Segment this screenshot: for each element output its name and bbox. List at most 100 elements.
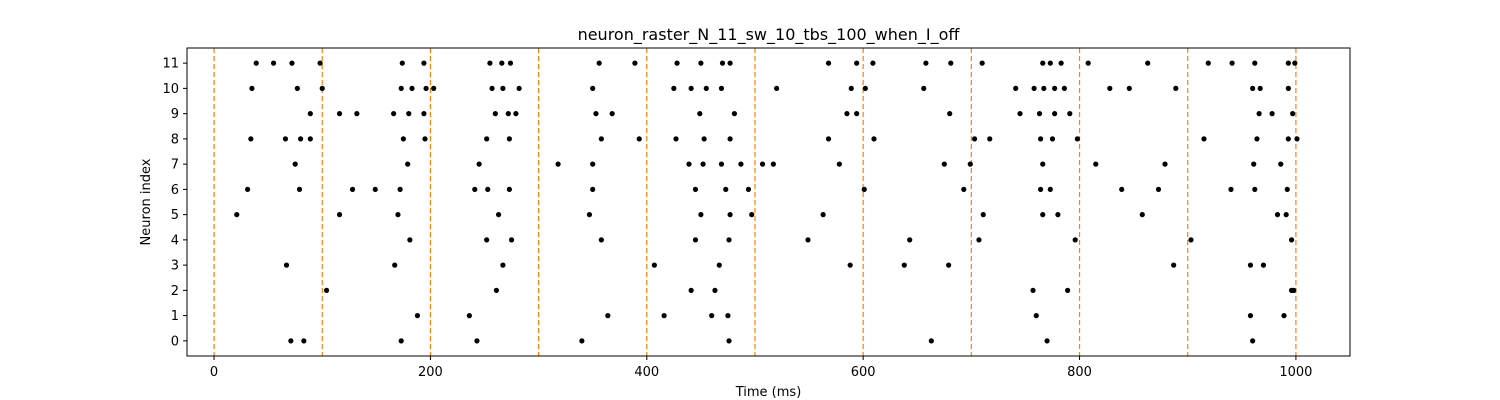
spike-point <box>688 85 694 91</box>
spike-point <box>317 60 323 66</box>
spike-point <box>745 186 752 192</box>
spike-point <box>759 161 766 167</box>
y-tick-label: 0 <box>171 334 179 349</box>
spike-point <box>1126 85 1132 91</box>
spike-point <box>692 186 699 192</box>
spike-point <box>673 136 679 142</box>
spike-point <box>590 85 596 91</box>
spike-point <box>1269 111 1275 117</box>
spike-point <box>484 136 490 142</box>
spike-point <box>485 186 491 192</box>
spike-point <box>489 85 495 91</box>
spike-point <box>862 85 868 91</box>
spike-point <box>661 313 667 319</box>
spike-point <box>1145 60 1151 66</box>
spike-point <box>507 60 514 66</box>
spike-point <box>692 237 699 243</box>
spike-point <box>598 237 604 243</box>
y-tick-label: 2 <box>171 284 179 299</box>
spike-point <box>1252 186 1258 192</box>
spike-point <box>406 111 412 117</box>
spike-point <box>1033 313 1039 319</box>
spike-point <box>1155 186 1162 192</box>
spike-point <box>987 136 993 142</box>
y-tick-label: 9 <box>171 107 179 122</box>
spike-point <box>294 85 300 91</box>
spike-point <box>513 111 519 117</box>
spike-point <box>921 85 927 91</box>
spike-point <box>349 186 356 192</box>
spike-point <box>1290 111 1296 117</box>
spike-point <box>844 111 850 117</box>
spike-point <box>719 60 726 66</box>
spike-point <box>836 161 842 167</box>
spike-point <box>1093 161 1099 167</box>
spike-point <box>1040 60 1046 66</box>
spike-point <box>1252 60 1258 66</box>
y-tick-label: 7 <box>171 158 179 173</box>
spike-point <box>292 161 298 167</box>
spike-point <box>847 262 853 268</box>
spike-point <box>253 60 259 66</box>
spike-point <box>947 111 953 117</box>
spike-point <box>1052 85 1058 91</box>
spike-point <box>1285 85 1291 91</box>
y-axis-label: Neuron index <box>139 158 154 245</box>
spike-point <box>688 287 694 293</box>
y-tick-label: 5 <box>171 208 179 223</box>
spike-point <box>1283 212 1289 218</box>
spike-point <box>319 85 325 91</box>
y-tick-label: 6 <box>171 183 179 198</box>
spike-point <box>506 136 512 142</box>
spike-point <box>901 262 907 268</box>
spike-point <box>1285 60 1291 66</box>
spike-point <box>422 136 428 142</box>
spike-point <box>354 111 360 117</box>
spike-point <box>1037 186 1044 192</box>
spike-point <box>1072 237 1078 243</box>
spike-point <box>492 111 498 117</box>
spike-point <box>671 85 677 91</box>
spike-point <box>718 85 725 91</box>
y-tick-label: 11 <box>162 57 179 72</box>
spike-point <box>979 60 985 66</box>
spike-point <box>980 212 986 218</box>
spike-point <box>1085 60 1091 66</box>
spike-point <box>1040 212 1046 218</box>
spike-point <box>405 161 411 167</box>
spike-point <box>1058 60 1064 66</box>
spike-point <box>323 287 330 293</box>
spike-point <box>1055 212 1061 218</box>
spike-point <box>506 186 512 192</box>
spike-point <box>466 313 472 319</box>
spike-point <box>1047 60 1053 66</box>
spike-point <box>283 262 290 268</box>
spike-point <box>967 161 973 167</box>
spike-point <box>1251 161 1257 167</box>
spike-point <box>307 136 313 142</box>
spike-point <box>407 237 413 243</box>
spike-point <box>1205 60 1211 66</box>
spike-point <box>297 136 304 142</box>
spike-point <box>698 60 704 66</box>
spike-point <box>674 60 680 66</box>
spike-point <box>392 262 398 268</box>
spike-point <box>395 212 401 218</box>
spike-point <box>854 60 860 66</box>
spike-point <box>398 85 404 91</box>
spike-point <box>723 186 729 192</box>
spike-point <box>1250 338 1256 344</box>
spike-point <box>590 186 596 192</box>
spike-point <box>487 60 493 66</box>
spike-point <box>1171 262 1177 268</box>
spike-point <box>1030 287 1036 293</box>
spike-point <box>636 136 642 142</box>
spike-point <box>301 338 307 344</box>
spike-point <box>1247 262 1254 268</box>
spike-point <box>1013 85 1019 91</box>
spike-point <box>774 85 780 91</box>
spike-point <box>1274 212 1281 218</box>
spike-point <box>399 60 405 66</box>
spike-point <box>1201 136 1207 142</box>
